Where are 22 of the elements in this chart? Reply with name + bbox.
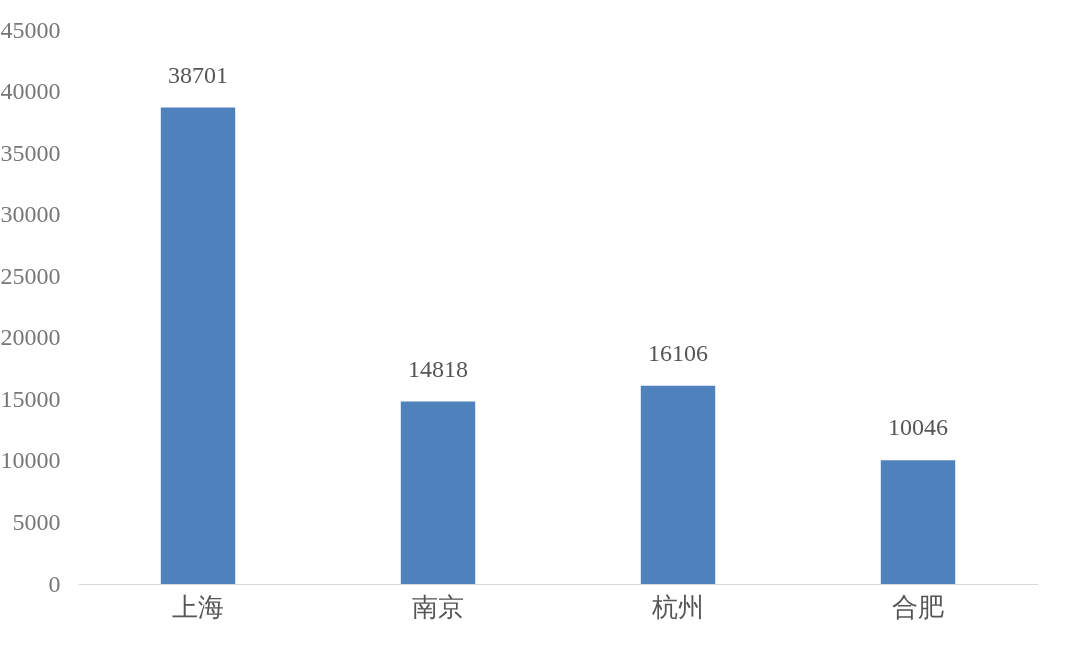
y-tick-label: 45000 — [0, 16, 61, 43]
x-tick-label: 上海 — [172, 592, 224, 622]
data-label: 10046 — [888, 414, 948, 441]
x-tick-label: 南京 — [412, 592, 464, 622]
y-tick-label: 10000 — [0, 447, 61, 474]
y-tick-label: 25000 — [0, 262, 61, 289]
bar — [640, 385, 716, 584]
bar — [160, 107, 236, 584]
y-tick-label: 0 — [48, 570, 61, 597]
x-tick-label: 合肥 — [892, 592, 944, 622]
y-tick-label: 40000 — [0, 78, 61, 105]
data-label: 14818 — [408, 355, 468, 382]
y-tick-label: 5000 — [12, 508, 61, 535]
bar — [400, 401, 476, 584]
data-label: 38701 — [168, 61, 228, 88]
bar — [880, 460, 956, 584]
x-tick-label: 杭州 — [651, 592, 704, 622]
y-tick-label: 30000 — [0, 201, 61, 228]
y-tick-label: 15000 — [0, 385, 61, 412]
data-label: 16106 — [648, 339, 708, 366]
y-tick-label: 35000 — [0, 139, 61, 166]
y-tick-label: 20000 — [0, 324, 61, 351]
